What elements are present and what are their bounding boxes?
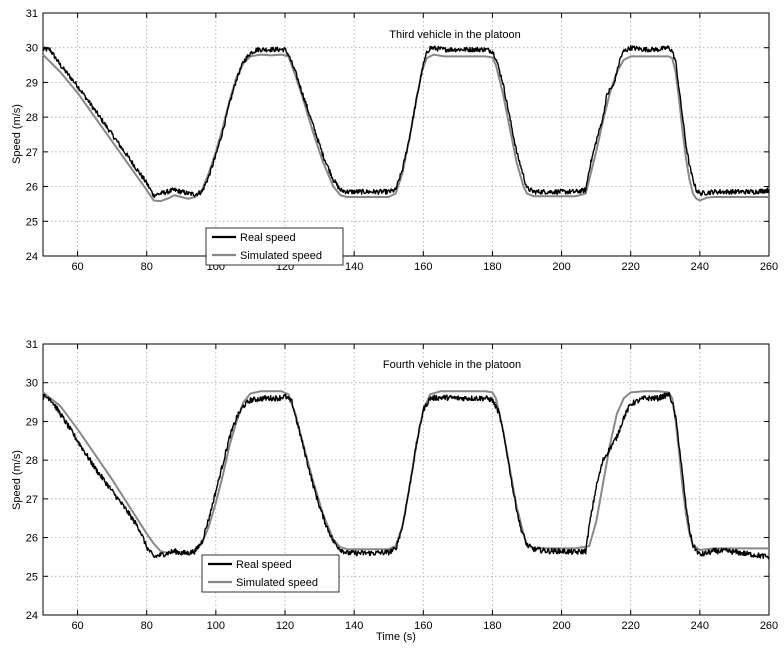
chart-title: Fourth vehicle in the platoon bbox=[383, 359, 521, 371]
legend-entry-real-speed: Real speed bbox=[240, 232, 296, 244]
x-tick-label: 180 bbox=[483, 261, 501, 273]
x-tick-label: 160 bbox=[414, 620, 432, 632]
x-tick-label: 240 bbox=[691, 620, 709, 632]
plot-area bbox=[42, 343, 770, 616]
x-axis-label: Time (s) bbox=[376, 631, 416, 643]
y-tick-label: 28 bbox=[26, 112, 38, 124]
series-line-real-speed bbox=[42, 392, 770, 560]
x-tick-label: 220 bbox=[622, 620, 640, 632]
x-tick-label: 140 bbox=[345, 261, 363, 273]
x-tick-label: 260 bbox=[760, 620, 778, 632]
legend: Real speed Simulated speed bbox=[205, 227, 344, 266]
x-tick-label: 80 bbox=[141, 620, 153, 632]
y-tick-label: 27 bbox=[26, 147, 38, 159]
x-tick-label: 60 bbox=[71, 261, 83, 273]
y-tick-label: 26 bbox=[26, 533, 38, 545]
plot-area bbox=[42, 12, 770, 257]
chart-title: Third vehicle in the platoon bbox=[389, 29, 520, 41]
y-tick-label: 30 bbox=[26, 43, 38, 55]
series-layer bbox=[42, 390, 770, 560]
series-line-real-speed bbox=[42, 44, 770, 199]
x-tick-label: 140 bbox=[345, 620, 363, 632]
x-tick-label: 220 bbox=[622, 261, 640, 273]
subplot-third-vehicle: 60 80 100 120 140 160 180 200 220 240 260242526272… bbox=[11, 8, 778, 273]
y-tick-label: 31 bbox=[26, 8, 38, 20]
x-tick-label: 200 bbox=[552, 261, 570, 273]
x-tick-label: 100 bbox=[207, 620, 225, 632]
x-tick-label: 60 bbox=[71, 620, 83, 632]
legend-box bbox=[205, 227, 344, 266]
legend-entry-real-speed: Real speed bbox=[236, 559, 292, 571]
y-tick-label: 24 bbox=[26, 610, 38, 622]
y-axis-label: Speed (m/s) bbox=[11, 450, 23, 510]
x-tick-label: 180 bbox=[483, 620, 501, 632]
y-tick-label: 28 bbox=[26, 455, 38, 467]
y-tick-label: 26 bbox=[26, 182, 38, 194]
grid bbox=[43, 13, 769, 256]
x-tick-label: 120 bbox=[276, 620, 294, 632]
grid bbox=[43, 344, 769, 615]
x-tick-label: 260 bbox=[760, 261, 778, 273]
x-tick-label: 240 bbox=[691, 261, 709, 273]
y-tick-label: 30 bbox=[26, 378, 38, 390]
legend-entry-simulated-speed: Simulated speed bbox=[240, 250, 322, 262]
ticks: 60 80 100 120 140 160 180 200 220 240 260 24 25 26 27 2… bbox=[26, 339, 778, 632]
y-axis-label: Speed (m/s) bbox=[11, 104, 23, 164]
y-tick-label: 29 bbox=[26, 416, 38, 428]
y-tick-label: 24 bbox=[26, 251, 38, 263]
subplot-fourth-vehicle: 60 80 100 120 140 160 180 200 220 240 260 24 25 26 27 2… bbox=[11, 339, 778, 643]
series-layer bbox=[42, 44, 770, 203]
y-tick-label: 29 bbox=[26, 77, 38, 89]
x-tick-label: 160 bbox=[414, 261, 432, 273]
legend: Real speed Simulated speed bbox=[201, 554, 340, 593]
x-tick-label: 80 bbox=[141, 261, 153, 273]
y-tick-label: 25 bbox=[26, 216, 38, 228]
x-tick-label: 200 bbox=[552, 620, 570, 632]
y-tick-label: 25 bbox=[26, 571, 38, 583]
y-tick-label: 27 bbox=[26, 494, 38, 506]
legend-entry-simulated-speed: Simulated speed bbox=[236, 577, 318, 589]
y-tick-label: 31 bbox=[26, 339, 38, 351]
legend-box bbox=[201, 554, 340, 593]
